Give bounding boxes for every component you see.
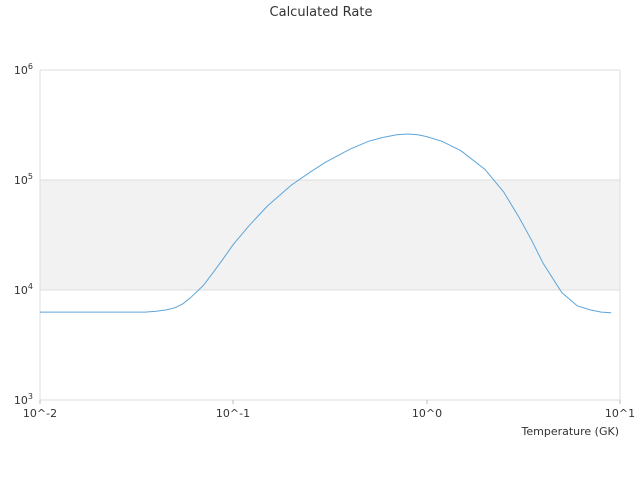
x-tick-label-2: 10^0 — [412, 407, 442, 420]
y-tick-label-0: 103 — [14, 392, 33, 407]
y-tick-label-2: 105 — [14, 172, 33, 187]
x-tick-label-1: 10^-1 — [216, 407, 250, 420]
x-tick-label-0: 10^-2 — [23, 407, 57, 420]
x-tick-label-3: 10^1 — [605, 407, 635, 420]
y-tick-label-3: 106 — [14, 62, 33, 77]
x-tick-marks — [39, 400, 621, 404]
x-axis-label: Temperature (GK) — [521, 425, 620, 438]
chart-title: Calculated Rate — [270, 5, 373, 20]
series-line — [40, 133, 612, 314]
plot-band — [40, 180, 620, 290]
x-tick-labels: 10^-2 10^-1 10^0 10^1 — [23, 407, 635, 420]
y-tick-label-1: 104 — [14, 282, 33, 297]
y-tick-labels: 103 104 105 106 — [14, 62, 33, 407]
